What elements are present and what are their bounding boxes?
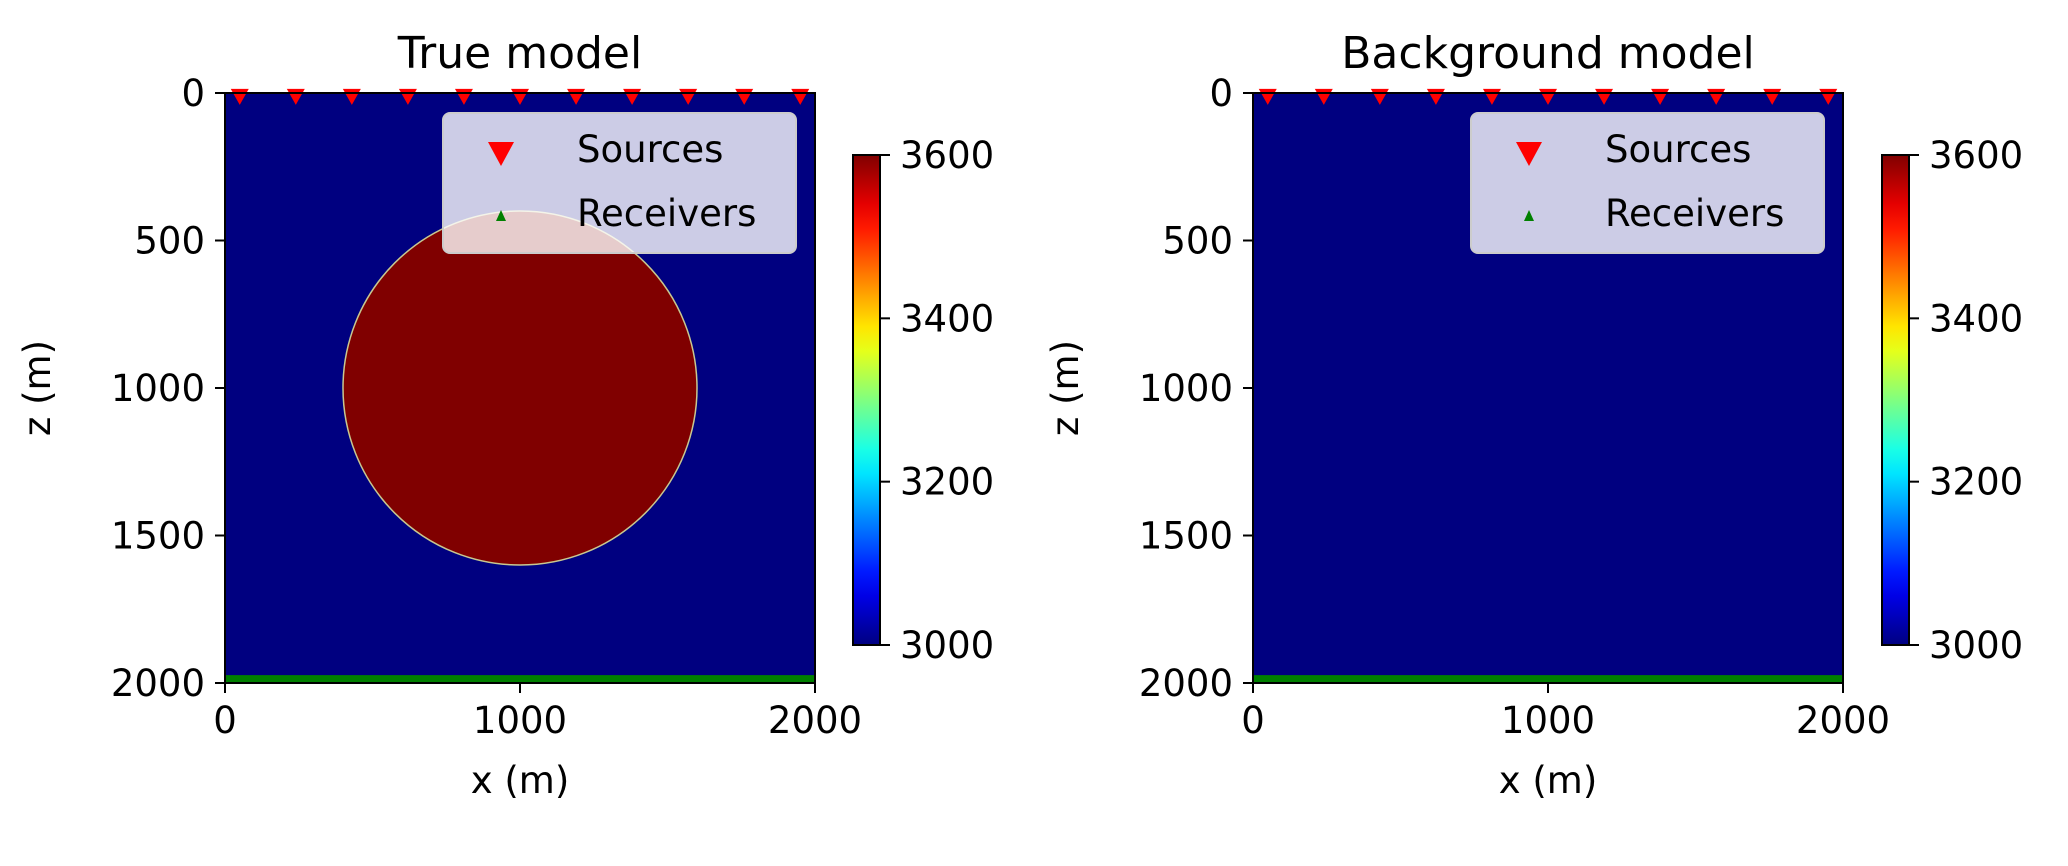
- legend: Sources Receivers: [442, 112, 797, 254]
- legend-receiver-marker: [496, 210, 506, 221]
- colorbar-tick-label: 3400: [1929, 297, 2023, 340]
- colorbar-tick-label: 3400: [900, 297, 994, 340]
- y-tick-label: 1500: [1139, 515, 1233, 558]
- x-tick-label: 1000: [473, 699, 567, 742]
- legend-sources-label: Sources: [577, 128, 723, 171]
- y-tick-label: 500: [1162, 220, 1233, 263]
- circular-anomaly: [342, 210, 698, 566]
- legend-sources-label: Sources: [1605, 128, 1751, 171]
- panel-1: True model 0 1000 2000 x (m) 0 500 1000 1500 2000…: [16, 28, 994, 802]
- chart-title: True model: [397, 28, 642, 79]
- colorbar: 3000 3200 3400 3600: [1881, 134, 2023, 667]
- colorbar-tick-label: 3200: [900, 461, 994, 504]
- x-tick-label: 0: [1241, 699, 1265, 742]
- legend-box: [1470, 112, 1825, 254]
- legend-receiver-marker: [1524, 210, 1534, 221]
- legend-box: [442, 112, 797, 254]
- legend-receivers-label: Receivers: [1605, 192, 1784, 235]
- colorbar-tick-label: 3600: [1929, 134, 2023, 177]
- y-tick-label: 1000: [111, 367, 205, 410]
- colorbar-gradient: [1881, 154, 1910, 646]
- colorbar-tick-label: 3000: [1929, 624, 2023, 667]
- colorbar-tick-label: 3000: [900, 624, 994, 667]
- colorbar-tick-label: 3600: [900, 134, 994, 177]
- y-tick-label: 2000: [1139, 662, 1233, 705]
- x-tick-label: 2000: [768, 699, 862, 742]
- colorbar-gradient: [852, 154, 881, 646]
- legend-source-marker: [488, 142, 514, 166]
- chart-title: Background model: [1341, 28, 1755, 79]
- y-axis-label: z (m): [16, 340, 59, 436]
- y-tick-label: 500: [134, 220, 205, 263]
- y-tick-label: 0: [181, 72, 205, 115]
- y-tick-label: 1000: [1139, 367, 1233, 410]
- x-tick-label: 0: [213, 699, 237, 742]
- x-tick-label: 1000: [1501, 699, 1595, 742]
- panel-2: Background model 0 1000 2000 x (m) 0 500 1000 15…: [1044, 28, 2023, 802]
- colorbar-tick-label: 3200: [1929, 461, 2023, 504]
- x-axis-label: x (m): [1499, 759, 1598, 802]
- x-tick-label: 2000: [1796, 699, 1890, 742]
- y-tick-label: 2000: [111, 662, 205, 705]
- y-tick-label: 1500: [111, 515, 205, 558]
- y-tick-label: 0: [1209, 72, 1233, 115]
- legend-source-marker: [1516, 142, 1542, 166]
- x-axis-label: x (m): [471, 759, 570, 802]
- colorbar: 3000 3200 3400 3600: [852, 134, 994, 667]
- legend: Sources Receivers: [1470, 112, 1825, 254]
- y-axis-label: z (m): [1044, 340, 1087, 436]
- legend-receivers-label: Receivers: [577, 192, 756, 235]
